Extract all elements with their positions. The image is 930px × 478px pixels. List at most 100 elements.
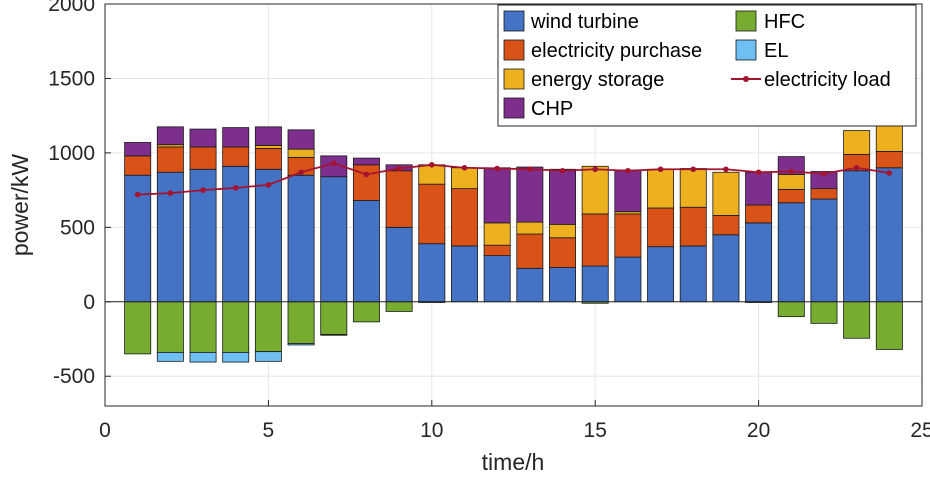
bar-HFC-t1 — [124, 301, 152, 355]
point-electricity-load-t1 — [134, 191, 141, 198]
bar-energy-storage-t18 — [679, 168, 707, 208]
point-electricity-load-t10 — [429, 162, 435, 168]
bar-wind-turbine-t7 — [320, 176, 348, 303]
y-tick-label: -500 — [53, 365, 95, 388]
y-axis-title: power/kW — [7, 154, 33, 257]
bar-energy-storage-t5 — [254, 145, 282, 149]
point-electricity-load-t3 — [200, 187, 206, 193]
legend-swatch-wind-turbine — [503, 10, 525, 32]
legend-marker-electricity-load — [743, 76, 749, 82]
point-electricity-load-t24 — [886, 170, 893, 176]
point-electricity-load-t17 — [657, 166, 664, 173]
legend-label-energy-storage: energy storage — [531, 69, 664, 91]
bar-wind-turbine-t9 — [385, 226, 413, 303]
line-layer — [134, 160, 893, 198]
point-electricity-load-t11 — [461, 164, 468, 171]
bar-EL-t5 — [254, 351, 282, 362]
bar-EL-t2 — [156, 351, 184, 362]
line-electricity-load — [137, 162, 890, 196]
point-electricity-load-t13 — [527, 166, 533, 173]
bar-HFC-t4 — [222, 301, 250, 353]
bar-CHP-t12 — [483, 167, 511, 224]
bar-HFC-t9 — [385, 301, 413, 312]
bar-HFC-t21 — [777, 301, 805, 318]
bar-wind-turbine-t17 — [647, 246, 675, 303]
y-tick-label: 0 — [83, 291, 95, 314]
bar-CHP-t3 — [189, 128, 217, 148]
bar-electricity-purchase-t16 — [614, 213, 642, 258]
bar-energy-storage-t19 — [712, 171, 740, 216]
plot-frame — [104, 3, 923, 407]
bar-electricity-purchase-t11 — [451, 188, 478, 247]
point-electricity-load-t5 — [265, 182, 272, 188]
legend-label-chp: CHP — [531, 98, 573, 120]
bar-wind-turbine-t21 — [777, 202, 805, 303]
bar-energy-storage-t12 — [483, 222, 511, 246]
bar-energy-storage-t17 — [647, 168, 675, 209]
bar-CHP-t20 — [745, 171, 773, 206]
bar-electricity-purchase-t21 — [777, 188, 805, 204]
bars-layer — [124, 124, 903, 363]
bar-energy-storage-t14 — [549, 223, 576, 239]
bar-CHP-t13 — [516, 166, 544, 223]
bar-CHP-t16 — [614, 169, 642, 213]
bar-electricity-purchase-t10 — [418, 183, 446, 245]
bar-wind-turbine-t8 — [352, 200, 380, 303]
legend-swatch-energy-storage — [503, 68, 525, 90]
point-electricity-load-t8 — [363, 171, 370, 178]
bar-wind-turbine-t19 — [712, 234, 740, 303]
y-tick-label: 500 — [60, 216, 95, 239]
ticks-layer: -500 0 500 1000 1500 2000 0 5 10 15 20 25 — [48, 0, 930, 442]
y-tick-label: 1000 — [48, 142, 95, 165]
point-electricity-load-t9 — [396, 165, 402, 172]
bar-electricity-purchase-t9 — [385, 170, 413, 228]
bar-HFC-t22 — [810, 301, 838, 324]
legend-swatch-el — [735, 39, 757, 61]
y-tick-label: 1500 — [48, 67, 95, 90]
bar-electricity-purchase-t24 — [875, 150, 903, 169]
legend-swatch-electricity-purchase — [503, 39, 525, 61]
bar-wind-turbine-t12 — [483, 255, 511, 303]
point-electricity-load-t18 — [690, 166, 697, 173]
point-electricity-load-t7 — [330, 160, 337, 167]
bar-CHP-t4 — [222, 127, 250, 148]
point-electricity-load-t12 — [494, 165, 500, 172]
bar-electricity-purchase-t12 — [483, 244, 511, 257]
bar-wind-turbine-t15 — [581, 265, 609, 303]
bar-energy-storage-t6 — [287, 148, 315, 158]
bar-wind-turbine-t22 — [810, 198, 838, 303]
point-electricity-load-t16 — [625, 167, 631, 174]
bar-HFC-t8 — [352, 301, 380, 323]
bar-energy-storage-t13 — [516, 221, 544, 235]
bar-electricity-purchase-t15 — [581, 213, 609, 267]
bar-wind-turbine-t14 — [549, 267, 576, 303]
legend-swatch-chp — [503, 97, 525, 119]
point-electricity-load-t22 — [821, 170, 827, 177]
bar-wind-turbine-t11 — [451, 245, 478, 303]
bar-electricity-purchase-t20 — [745, 204, 773, 224]
bar-energy-storage-t21 — [777, 174, 805, 190]
legend-label-el: EL — [764, 40, 788, 62]
bar-energy-storage-t24 — [875, 124, 903, 152]
bar-CHP-t21 — [777, 156, 805, 175]
bar-CHP-t8 — [352, 157, 380, 166]
point-electricity-load-t19 — [723, 166, 729, 173]
bar-CHP-t1 — [124, 142, 152, 157]
bar-wind-turbine-t13 — [516, 267, 544, 303]
point-electricity-load-t2 — [167, 190, 174, 196]
bar-wind-turbine-t23 — [843, 170, 871, 303]
point-electricity-load-t20 — [755, 169, 762, 176]
bar-electricity-purchase-t4 — [222, 146, 250, 167]
bar-wind-turbine-t24 — [875, 167, 903, 303]
bar-CHP-t6 — [287, 129, 315, 150]
bar-EL-t3 — [189, 351, 217, 363]
bar-electricity-purchase-t14 — [549, 237, 576, 268]
x-tick-label: 20 — [747, 419, 770, 442]
bar-electricity-purchase-t22 — [810, 188, 838, 200]
x-tick-label: 5 — [263, 419, 275, 442]
bar-EL-t4 — [222, 351, 250, 363]
bar-wind-turbine-t18 — [679, 245, 707, 303]
bar-electricity-purchase-t8 — [352, 164, 380, 201]
bar-CHP-t14 — [549, 168, 576, 225]
